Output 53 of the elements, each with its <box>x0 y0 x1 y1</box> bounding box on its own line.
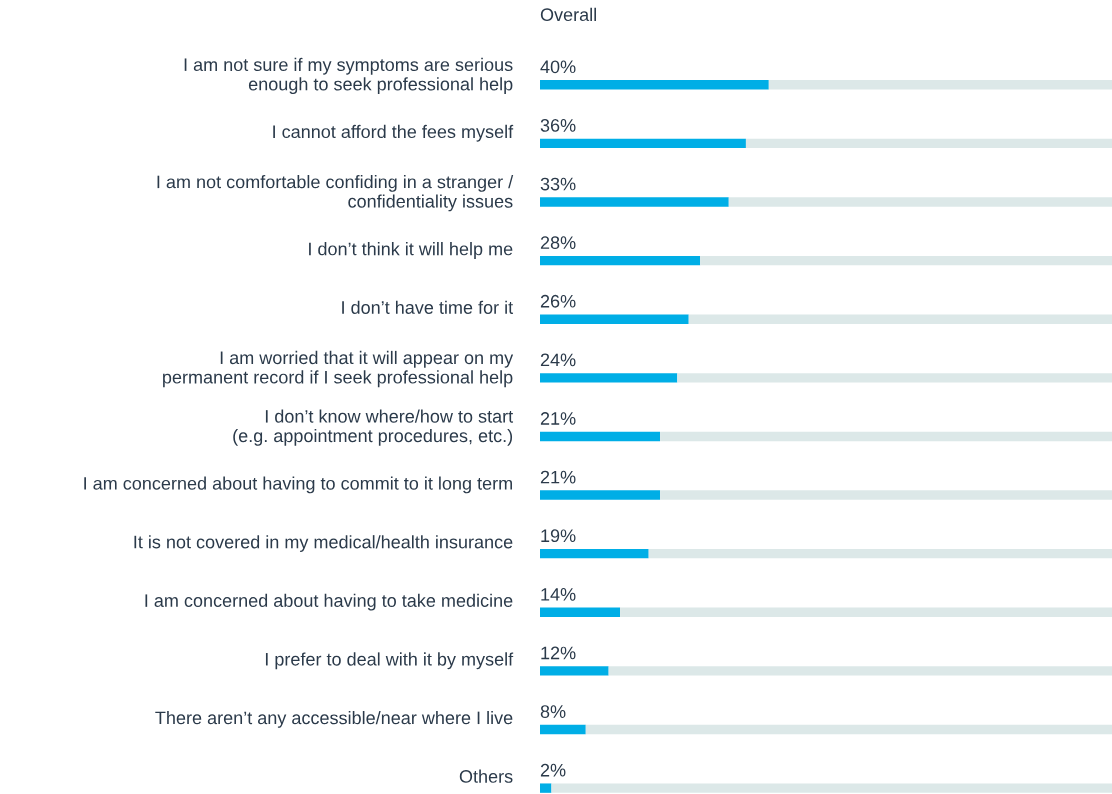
chart-title: Overall <box>540 7 596 22</box>
y-tick-label: I don’t know where/how to start (e.g. appointment procedures, etc.) <box>233 409 514 446</box>
bar <box>540 490 661 500</box>
data-label: 26% <box>540 294 576 308</box>
y-tick-label: I don’t think it will help me <box>309 242 513 259</box>
data-label: 2% <box>540 763 566 777</box>
data-label: 12% <box>541 646 576 660</box>
bar <box>540 80 769 90</box>
y-tick-label: I am not comfortable confiding in a stranger / confidentiality issues <box>157 175 514 212</box>
bar <box>551 783 1112 793</box>
bar <box>540 548 649 559</box>
bar <box>745 138 1112 149</box>
data-label: 19% <box>541 529 576 543</box>
y-tick-label: I am not sure if my symptoms are serious enough to seek professional help <box>184 57 513 95</box>
data-label: 36% <box>540 119 576 132</box>
bar <box>648 548 1112 559</box>
bar <box>540 724 586 735</box>
y-tick-label: I don’t have time for it <box>342 300 514 314</box>
y-tick-label: I am concerned about having to commit to it long term <box>84 476 512 494</box>
data-label: 28% <box>540 236 576 250</box>
bar <box>540 314 689 324</box>
bar <box>540 255 701 266</box>
data-label: 33% <box>540 177 576 191</box>
y-tick-label: I am worried that it will appear on my permanent record if I seek professional help <box>163 350 514 388</box>
bar <box>540 607 621 617</box>
data-label: 14% <box>541 588 576 601</box>
bar <box>540 431 661 442</box>
bar <box>677 373 1112 383</box>
y-tick-label: I prefer to deal with it by myself <box>265 652 514 670</box>
bar <box>585 724 1112 735</box>
y-tick-label: Others <box>459 769 513 783</box>
data-label: 8% <box>540 705 566 718</box>
bar <box>540 373 678 383</box>
bar <box>540 197 729 207</box>
bar <box>620 607 1112 617</box>
bar <box>700 255 1112 266</box>
data-label: 21% <box>540 470 576 484</box>
y-tick-label: I cannot afford the fees myself <box>273 124 514 142</box>
bar <box>688 314 1112 324</box>
bar <box>540 783 552 793</box>
bar <box>540 666 609 676</box>
data-label: 24% <box>540 353 576 367</box>
bar <box>660 490 1112 500</box>
bar <box>540 138 746 149</box>
y-tick-label: I am concerned about having to take medicine <box>145 593 513 611</box>
y-tick-label: There aren’t any accessible/near where I live <box>155 710 513 728</box>
bar <box>608 666 1112 676</box>
bar <box>660 431 1112 442</box>
bar <box>768 80 1112 90</box>
y-tick-label: It is not covered in my medical/health insurance <box>134 535 513 552</box>
data-label: 21% <box>540 412 576 425</box>
bar <box>728 197 1112 207</box>
data-label: 40% <box>540 60 576 74</box>
